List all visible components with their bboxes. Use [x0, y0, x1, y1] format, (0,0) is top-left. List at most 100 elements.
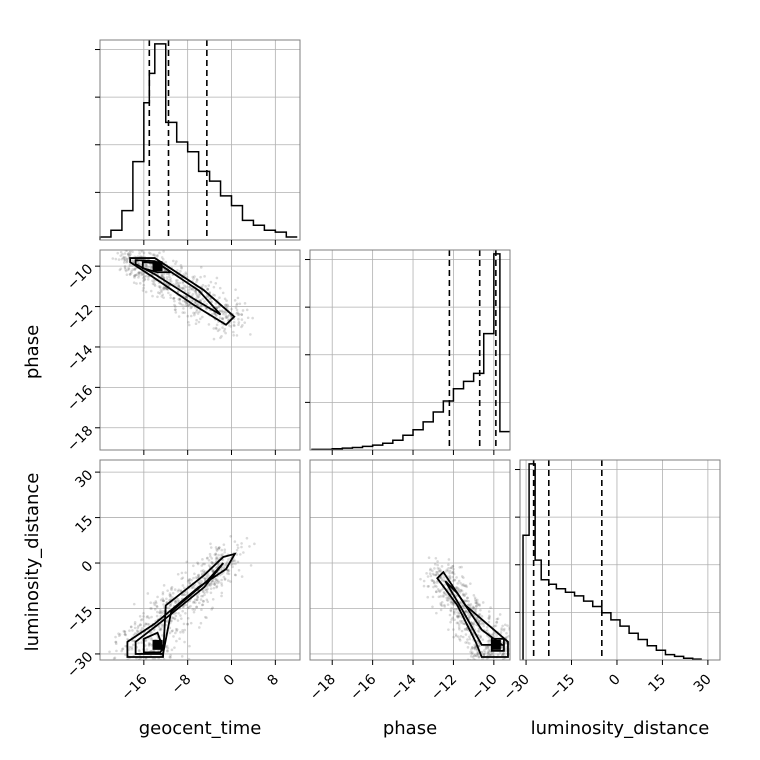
panel-luminosity-distance-vs-phase-point: [482, 653, 486, 657]
panel-luminosity-distance-vs-phase-point: [436, 563, 439, 567]
panel-luminosity-distance-vs-geocent-time-point: [113, 656, 117, 660]
panel-luminosity-distance-vs-geocent-time-point: [190, 586, 194, 590]
panel-phase-vs-geocent-time-point: [195, 308, 199, 311]
panel-phase-vs-geocent-time-point: [133, 267, 137, 270]
panel-luminosity-distance-vs-geocent-time-point: [181, 630, 185, 634]
panel-luminosity-distance-vs-geocent-time-point: [152, 628, 156, 632]
panel-luminosity-distance-vs-phase-point: [458, 637, 461, 641]
y-tick-label-luminosity-distance: −30: [64, 649, 96, 681]
panel-luminosity-distance-vs-geocent-time-point: [166, 589, 169, 592]
panel-phase-vs-geocent-time-point: [245, 308, 249, 312]
panel-luminosity-distance-vs-phase-point: [432, 579, 435, 583]
panel-luminosity-distance-vs-phase-point: [485, 657, 489, 660]
panel-phase-vs-geocent-time-point: [149, 266, 153, 269]
panel-phase-vs-geocent-time-point: [243, 321, 247, 324]
panel-luminosity-distance-vs-phase-point: [496, 617, 500, 621]
panel-phase-vs-geocent-time-point: [157, 285, 161, 288]
panel-luminosity-distance-vs-geocent-time-point: [174, 599, 178, 603]
panel-phase-vs-geocent-time-point: [166, 278, 169, 281]
panel-luminosity-distance-vs-geocent-time-point: [222, 575, 226, 579]
panel-luminosity-distance-vs-geocent-time-point: [155, 614, 159, 618]
panel-phase-vs-geocent-time-point: [155, 254, 159, 258]
panel-luminosity-distance-vs-geocent-time-point: [126, 672, 129, 675]
panel-luminosity-distance-vs-geocent-time-point: [157, 657, 160, 660]
panel-phase-vs-geocent-time-point: [147, 266, 151, 269]
panel-phase-vs-geocent-time-point: [131, 250, 134, 254]
panel-luminosity-distance-vs-geocent-time-point: [221, 553, 224, 556]
panel-phase-vs-geocent-time-point: [237, 313, 240, 316]
panel-phase-vs-geocent-time-point: [184, 285, 188, 289]
panel-phase-vs-geocent-time-point: [178, 281, 182, 285]
panel-luminosity-distance-vs-geocent-time-point: [155, 605, 159, 609]
panel-luminosity-distance-vs-phase-point: [419, 577, 422, 581]
panel-luminosity-distance-vs-geocent-time-point: [186, 622, 189, 626]
panel-phase-vs-geocent-time-point: [151, 282, 155, 286]
x-tick-label-geocent-time: −16: [118, 671, 150, 703]
panel-phase-vs-geocent-time-point: [182, 286, 186, 290]
panel-luminosity-distance-vs-phase-point: [491, 652, 494, 656]
panel-phase-vs-geocent-time-point: [128, 251, 132, 254]
panel-luminosity-distance-vs-geocent-time-point: [199, 582, 203, 585]
panel-luminosity-distance-vs-phase-point: [500, 646, 503, 649]
panel-phase-vs-geocent-time-point: [125, 260, 129, 263]
panel-luminosity-distance-vs-geocent-time-point: [159, 610, 163, 614]
panel-luminosity-distance-vs-geocent-time-point: [171, 591, 175, 595]
panel-luminosity-distance-vs-geocent-time-point: [123, 630, 127, 633]
panel-luminosity-distance-vs-phase-point: [498, 663, 501, 666]
panel-luminosity-distance-vs-geocent-time-contour-1: [126, 552, 237, 658]
panel-phase-vs-geocent-time-point: [141, 289, 145, 292]
panel-luminosity-distance-vs-geocent-time-point: [166, 620, 169, 624]
panel-luminosity-distance-vs-geocent-time-point: [173, 616, 176, 620]
panel-luminosity-distance-vs-geocent-time-point: [214, 557, 218, 561]
panel-luminosity-distance-vs-geocent-time-point: [186, 606, 190, 610]
panel-luminosity-distance-vs-phase-point: [458, 565, 462, 569]
panel-luminosity-distance-vs-geocent-time-point: [146, 622, 149, 626]
panel-luminosity-distance-vs-geocent-time-point: [220, 591, 224, 595]
panel-luminosity-distance-vs-phase-point: [451, 579, 455, 583]
panel-luminosity-distance-vs-geocent-time-point: [175, 629, 178, 633]
panel-phase-vs-geocent-time-point: [205, 307, 208, 311]
panel-luminosity-distance-vs-phase-point: [464, 584, 468, 587]
panel-phase-vs-geocent-time-point: [192, 277, 195, 280]
panel-luminosity-distance-vs-geocent-time-point: [206, 587, 209, 591]
panel-luminosity-distance-vs-phase-point: [465, 585, 469, 589]
panel-phase-vs-geocent-time-point: [139, 271, 142, 275]
panel-phase-vs-geocent-time-point: [149, 263, 153, 266]
panel-phase-vs-geocent-time-point: [178, 301, 181, 305]
panel-phase-vs-geocent-time-point: [176, 279, 179, 282]
panel-luminosity-distance-vs-geocent-time-point: [205, 616, 208, 620]
panel-luminosity-distance-vs-geocent-time-point: [226, 569, 230, 573]
panel-luminosity-distance-vs-geocent-time-point: [223, 564, 226, 567]
panel-luminosity-distance-vs-geocent-time-point: [213, 583, 217, 586]
panel-luminosity-distance-vs-phase-point: [463, 627, 467, 631]
panel-phase-vs-geocent-time-point: [226, 314, 230, 318]
panel-phase-vs-geocent-time-point: [162, 286, 165, 290]
panel-luminosity-distance-vs-geocent-time-point: [199, 621, 203, 625]
panel-phase-vs-geocent-time-point: [183, 284, 186, 288]
panel-luminosity-distance-vs-geocent-time-point: [146, 661, 149, 664]
panel-luminosity-distance-vs-phase-contour-1: [436, 570, 509, 658]
panel-luminosity-distance-vs-geocent-time-point: [176, 572, 180, 576]
y-tick-label-luminosity-distance: 0: [79, 558, 97, 576]
panel-luminosity-distance-vs-geocent-time-point: [198, 601, 201, 605]
panel-phase-vs-geocent-time-point: [194, 289, 198, 293]
panel-luminosity-distance-vs-phase-point: [437, 569, 441, 573]
panel-phase-vs-geocent-time-point: [214, 314, 218, 317]
panel-luminosity-distance-vs-geocent-time-point: [120, 649, 123, 653]
panel-luminosity-distance-vs-phase-point: [444, 570, 447, 573]
panel-phase-vs-geocent-time-point: [182, 307, 185, 310]
panel-luminosity-distance-vs-phase-point: [468, 635, 471, 639]
panel-phase-vs-geocent-time-point: [153, 284, 157, 287]
panel-luminosity-distance-vs-geocent-time-point: [203, 578, 207, 581]
panel-luminosity-distance-vs-phase-point: [438, 569, 442, 573]
panel-luminosity-distance-vs-phase-point: [513, 646, 516, 649]
panel-luminosity-distance-vs-phase-point: [477, 630, 481, 633]
panel-luminosity-distance-vs-phase-point: [478, 603, 481, 606]
panel-luminosity-distance-vs-phase-point: [457, 587, 461, 591]
panel-luminosity-distance-vs-phase-point: [431, 572, 435, 576]
panel-phase-vs-geocent-time-point: [206, 288, 209, 291]
panel-phase-vs-geocent-time-point: [251, 316, 254, 320]
panel-luminosity-distance-vs-geocent-time-point: [139, 623, 142, 627]
panel-luminosity-distance-vs-geocent-time-point: [196, 596, 199, 599]
panel-luminosity-distance-vs-phase-point: [514, 653, 517, 656]
